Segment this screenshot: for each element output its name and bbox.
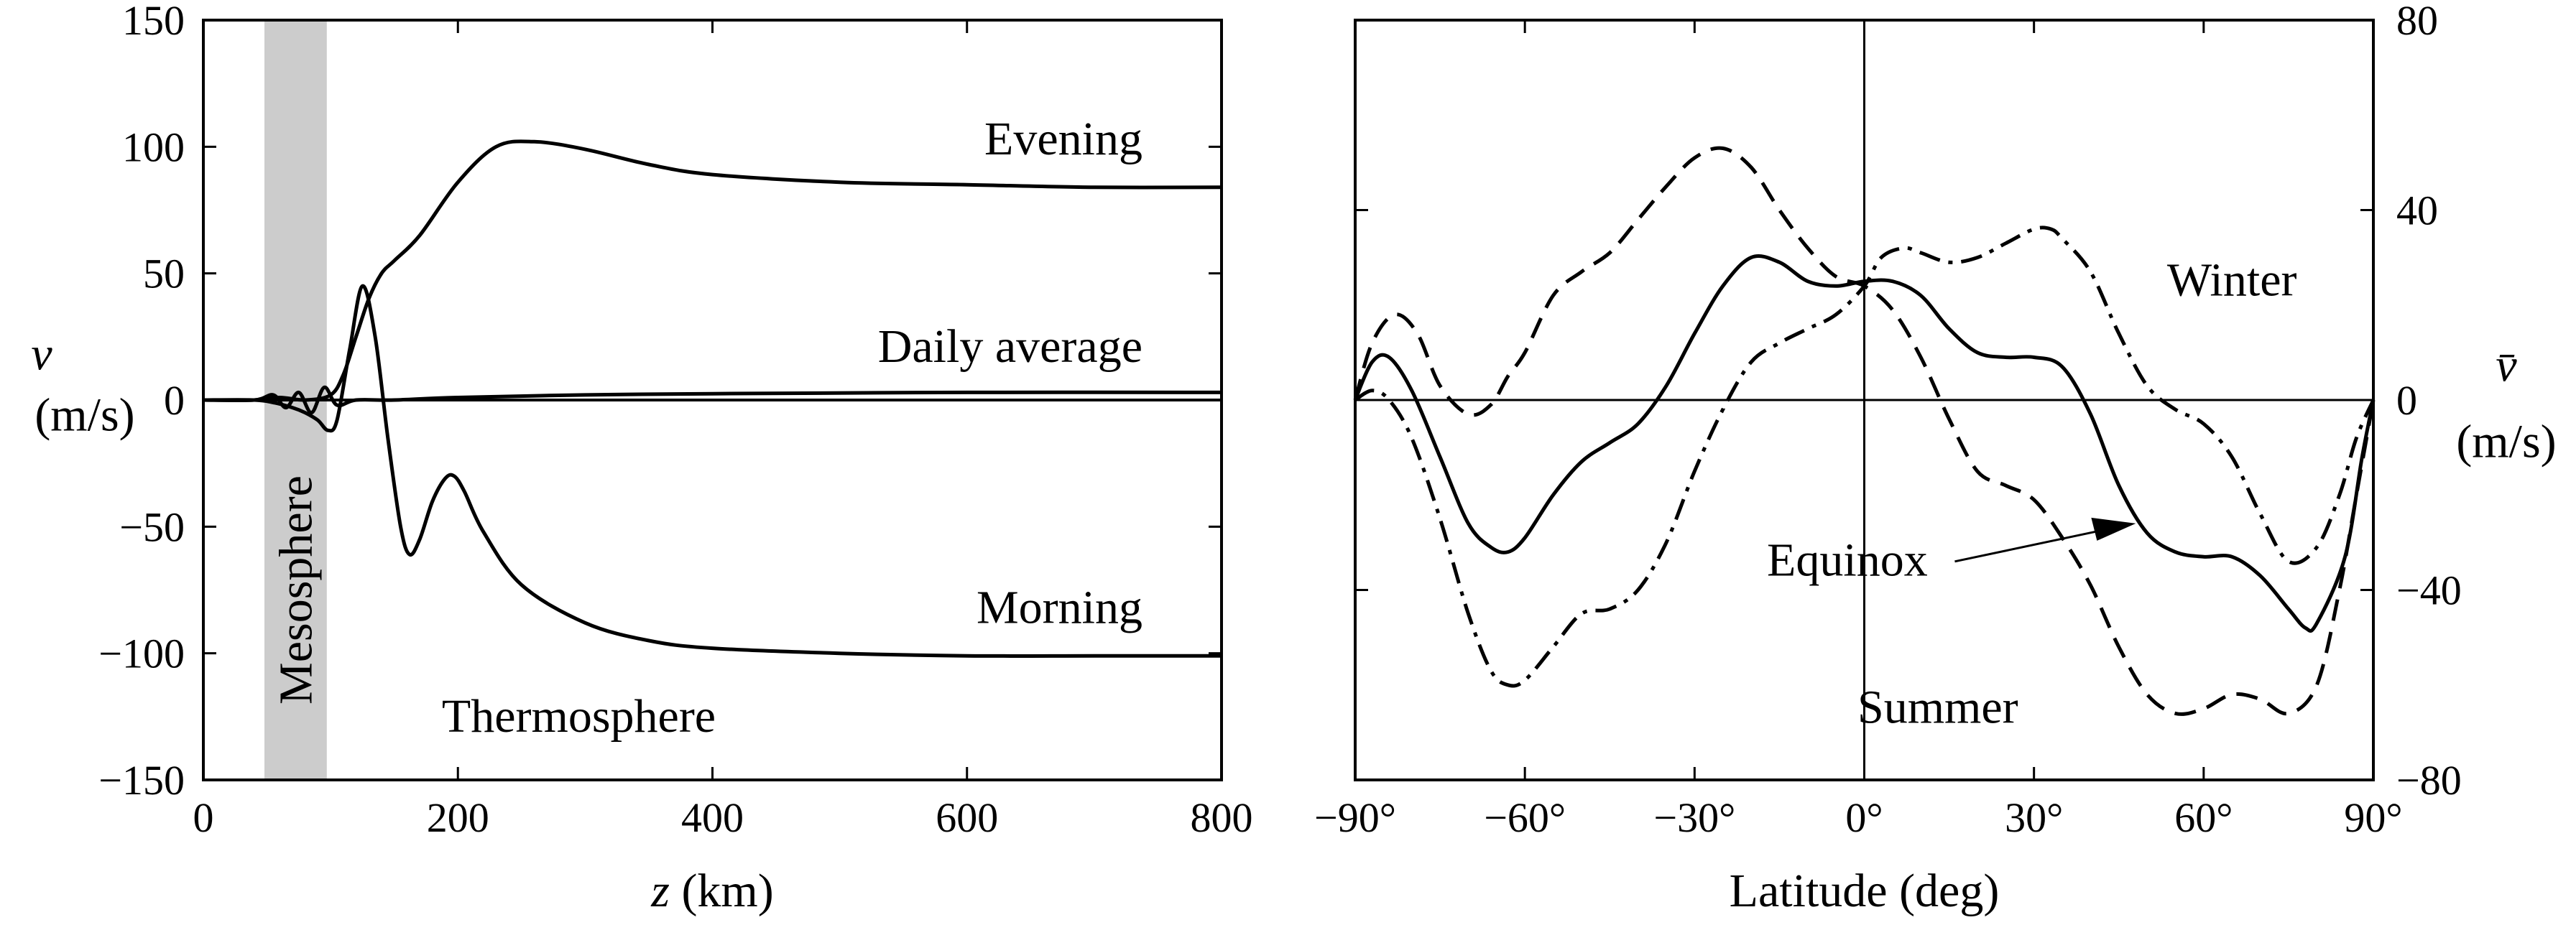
right-chart: −90° −60° −30° 0° 30° 60° 90° 80 40 0 −40 −80 Wint… bbox=[1314, 0, 2557, 917]
series-line-winter bbox=[1354, 226, 2376, 688]
left-x-tick-label: 600 bbox=[936, 794, 998, 841]
left-chart: 0 200 400 600 800 150 100 50 0 −50 −100 −150 Mesos… bbox=[31, 0, 1252, 917]
left-x-tick-labels: 0 200 400 600 800 bbox=[193, 794, 1253, 841]
left-y-tick-label: 150 bbox=[122, 0, 185, 44]
right-x-axis-label: Latitude (deg) bbox=[1730, 865, 2000, 917]
mesosphere-label: Mesosphere bbox=[269, 475, 322, 705]
left-y-tick-label: −100 bbox=[98, 631, 185, 677]
right-x-tick-label: 0° bbox=[1845, 794, 1883, 841]
summer-label: Summer bbox=[1857, 682, 2018, 734]
right-x-tick-label: −60° bbox=[1484, 794, 1566, 841]
left-x-tick-label: 200 bbox=[427, 794, 489, 841]
series-line-summer bbox=[1353, 146, 2376, 716]
right-y-tick-label: −40 bbox=[2396, 567, 2462, 614]
series-line-equinox bbox=[1353, 254, 2376, 633]
right-y-axis-unit: (m/s) bbox=[2456, 415, 2556, 468]
series-line-daily-average bbox=[203, 385, 1222, 415]
left-x-tick-label: 800 bbox=[1191, 794, 1253, 841]
left-series-group bbox=[203, 139, 1222, 658]
right-y-tick-labels: 80 40 0 −40 −80 bbox=[2396, 0, 2462, 804]
right-series-group bbox=[1353, 146, 2376, 716]
left-x-tick-label: 400 bbox=[681, 794, 744, 841]
x-var: z bbox=[650, 865, 670, 917]
right-x-tick-label: 30° bbox=[2005, 794, 2063, 841]
x-unit: (km) bbox=[670, 865, 774, 917]
right-x-tick-labels: −90° −60° −30° 0° 30° 60° 90° bbox=[1314, 794, 2403, 841]
equinox-label: Equinox bbox=[1767, 534, 1928, 587]
winter-label: Winter bbox=[2167, 254, 2297, 307]
right-y-tick-label: 40 bbox=[2396, 187, 2438, 234]
right-x-tick-label: 90° bbox=[2344, 794, 2402, 841]
left-y-tick-label: −150 bbox=[98, 757, 185, 804]
right-x-tick-label: 60° bbox=[2174, 794, 2233, 841]
right-x-tick-label: −90° bbox=[1314, 794, 1396, 841]
left-y-axis-unit: (m/s) bbox=[34, 389, 134, 441]
right-y-tick-label: 0 bbox=[2396, 377, 2417, 424]
left-y-axis-var: v bbox=[31, 328, 52, 381]
right-y-tick-label: 80 bbox=[2396, 0, 2438, 44]
equinox-arrow bbox=[1954, 528, 2108, 563]
left-y-tick-label: −50 bbox=[119, 503, 185, 550]
series-line-morning bbox=[203, 284, 1222, 658]
left-y-tick-label: 0 bbox=[164, 377, 185, 424]
evening-label: Evening bbox=[984, 113, 1142, 165]
left-ticks bbox=[202, 19, 1223, 781]
equinox-arrowhead bbox=[2091, 517, 2136, 541]
morning-label: Morning bbox=[977, 581, 1142, 633]
daily-average-label: Daily average bbox=[878, 320, 1142, 373]
right-x-tick-label: −30° bbox=[1653, 794, 1735, 841]
left-y-tick-label: 50 bbox=[143, 251, 185, 297]
left-x-axis-label: z (km) bbox=[650, 865, 773, 917]
thermosphere-label: Thermosphere bbox=[442, 690, 716, 743]
right-y-tick-label: −80 bbox=[2396, 757, 2462, 804]
right-ticks bbox=[1354, 19, 2375, 781]
series-line-evening bbox=[203, 139, 1222, 402]
left-y-tick-labels: 150 100 50 0 −50 −100 −150 bbox=[98, 0, 185, 804]
right-y-axis-var: v̄ bbox=[2496, 340, 2517, 392]
left-y-tick-label: 100 bbox=[122, 124, 185, 170]
left-x-tick-label: 0 bbox=[193, 794, 214, 841]
